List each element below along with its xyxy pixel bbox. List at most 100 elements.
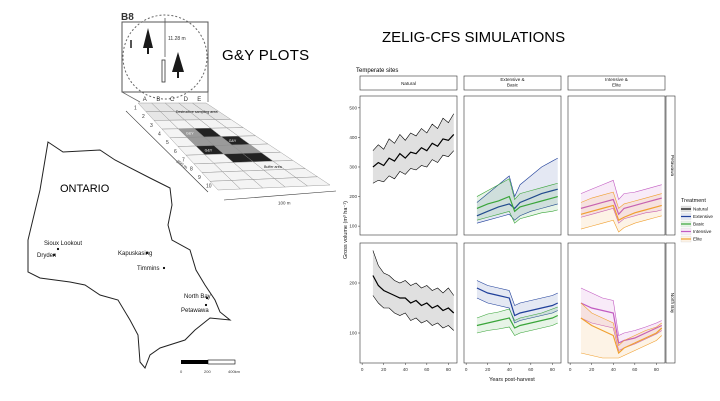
bound-intensive xyxy=(580,317,662,351)
bound-basic xyxy=(476,209,558,224)
bound-extensive xyxy=(476,280,558,306)
plot-label: B8 xyxy=(121,12,134,23)
series-natural xyxy=(372,134,455,168)
panel-header-label: Extensive & xyxy=(500,77,524,82)
legend-label: Basic xyxy=(693,222,705,227)
scale-tick: 400km xyxy=(228,369,241,374)
y-tick-label: 500 xyxy=(349,105,357,110)
gy-cell-label: G&Y xyxy=(186,131,194,135)
series-intensive xyxy=(580,302,663,344)
panel-frame xyxy=(463,242,562,364)
x-tick-label: 40 xyxy=(507,367,513,372)
bound-basic xyxy=(476,322,558,336)
x-tick-label: 40 xyxy=(403,367,409,372)
chart-subtitle: Temperate sites xyxy=(356,68,398,74)
bound-natural xyxy=(372,150,454,184)
y-tick-label: 100 xyxy=(349,331,357,336)
grid-col-label: E xyxy=(197,97,201,103)
x-tick-label: 80 xyxy=(550,367,556,372)
bound-extensive xyxy=(476,297,558,324)
series-extensive xyxy=(476,188,558,217)
x-tick-label: 20 xyxy=(589,367,595,372)
panel-frame xyxy=(359,242,458,364)
tree-icon xyxy=(143,28,153,48)
place-label: Sioux Lookout xyxy=(44,241,82,247)
legend-label: Intensive xyxy=(693,229,712,234)
bound-elite xyxy=(580,335,662,359)
map-title: ONTARIO xyxy=(60,183,110,195)
row-strip-label: Petawawa xyxy=(670,155,675,177)
grid-row-label: 10 xyxy=(206,184,212,190)
x-tick-label: 0 xyxy=(569,367,572,372)
place-label: Kapuskasing xyxy=(118,251,152,257)
row-strip xyxy=(665,242,676,364)
x-tick-label: 60 xyxy=(528,367,534,372)
legend-label: Elite xyxy=(693,237,702,242)
x-tick-label: 80 xyxy=(446,367,452,372)
series-intensive xyxy=(580,197,662,216)
panel-frame xyxy=(359,95,458,236)
y-tick-label: 100 xyxy=(349,224,357,229)
grid-col-label: C xyxy=(170,97,175,103)
place-marker xyxy=(56,247,60,251)
ribbon-extensive xyxy=(476,280,558,323)
bound-natural xyxy=(372,113,455,151)
grid-cell xyxy=(295,176,331,187)
y-tick-label: 300 xyxy=(349,164,357,169)
scale-tick: 0 xyxy=(180,369,183,374)
gy-cell-label: G&Y xyxy=(229,139,237,143)
scale-tick: 200 xyxy=(204,369,211,374)
place-marker xyxy=(204,303,208,307)
bound-elite xyxy=(580,191,662,209)
legend-label: Extensive xyxy=(693,214,713,219)
row-strip xyxy=(665,95,676,236)
series-basic xyxy=(476,314,559,329)
y-tick-label: 200 xyxy=(349,194,357,199)
x-tick-label: 0 xyxy=(465,367,468,372)
bound-natural xyxy=(372,295,454,331)
grid-row-label: 3 xyxy=(150,123,153,129)
grid-row-label: 1 xyxy=(134,105,137,111)
ribbon-elite xyxy=(580,192,662,233)
grid-row-label: 9 xyxy=(198,175,201,181)
grid-row-label: 6 xyxy=(174,149,177,155)
bound-elite xyxy=(580,302,662,347)
bound-elite xyxy=(580,215,662,233)
series-basic xyxy=(476,195,558,213)
x-tick-label: 20 xyxy=(485,367,491,372)
place-marker xyxy=(145,251,149,255)
x-tick-label: 40 xyxy=(611,367,617,372)
grid-row-label: 4 xyxy=(158,131,161,137)
gy-cell-label: G&Y xyxy=(205,149,213,153)
panel-header xyxy=(567,75,666,91)
ribbon-natural xyxy=(372,250,454,331)
grid-row-label: 2 xyxy=(142,114,145,120)
ontario-map: ONTARIO Sioux Lookout Dryden Kapuskasing Ti… xyxy=(27,141,241,374)
row-strip-label: North Bay xyxy=(670,293,675,314)
place-label: Petawawa xyxy=(181,308,209,314)
series-natural xyxy=(372,275,455,314)
place-marker xyxy=(52,253,56,257)
ribbon-basic xyxy=(476,178,558,224)
x-tick-label: 60 xyxy=(632,367,638,372)
panel-frame xyxy=(567,242,666,364)
legend-label: Natural xyxy=(693,207,708,212)
x-axis-label: Years post-harvest xyxy=(489,377,535,383)
bound-basic xyxy=(476,178,558,201)
sampling-area-label: Destructive sampling area xyxy=(176,110,218,114)
place-label: North Bay xyxy=(184,294,211,300)
place-marker xyxy=(205,296,209,300)
plot-circle-diagram: B8 11.28 m xyxy=(121,12,209,103)
dimension-label: 100 m xyxy=(278,201,291,206)
bound-intensive xyxy=(580,287,662,336)
grid-row-label: 8 xyxy=(190,166,193,172)
simulations-title: ZELIG-CFS SIMULATIONS xyxy=(382,29,565,46)
bound-natural xyxy=(372,250,455,296)
snag-icon xyxy=(161,59,166,83)
panel-header-label: Natural xyxy=(401,81,416,86)
ribbon-intensive xyxy=(580,180,662,224)
bound-intensive xyxy=(580,179,662,201)
